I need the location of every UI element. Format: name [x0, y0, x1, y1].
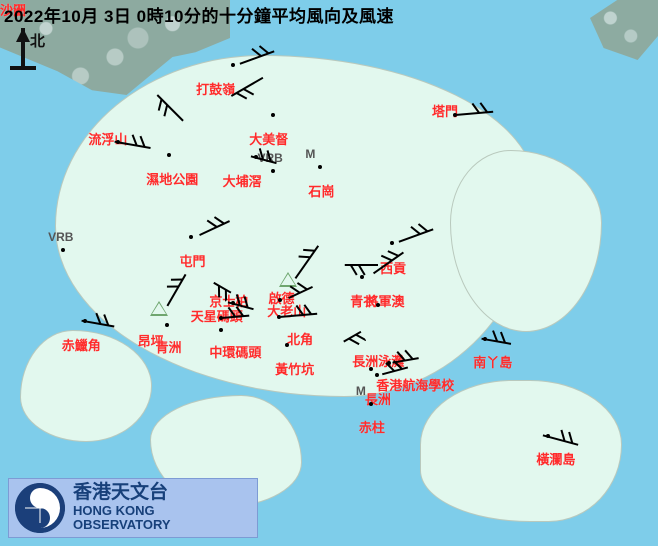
hko-logo-text-block: 香港天文台 HONG KONG OBSERVATORY	[73, 483, 251, 532]
station-marker-21[interactable]	[285, 343, 289, 347]
hko-logo-chinese-name: 香港天文台	[73, 483, 251, 504]
wind-barb-25	[478, 319, 534, 367]
station-label-2: 濕地公園	[146, 169, 198, 188]
station-label-14: 將軍澳	[366, 291, 405, 310]
hko-logo-icon	[15, 483, 65, 533]
m-text-3: M	[305, 147, 315, 161]
station-label-3: 石崗	[308, 181, 334, 200]
station-marker-0[interactable]	[231, 63, 235, 67]
wind-barb-14	[324, 245, 377, 285]
station-label-20: 中環碼頭	[209, 342, 261, 361]
station-label-7: 塔門	[432, 101, 458, 120]
wind-barb-17	[221, 294, 271, 338]
wind-barb-10	[78, 301, 137, 350]
vrb-text-9: VRB	[48, 230, 73, 244]
station-label-21: 黃竹坑	[275, 359, 314, 378]
hko-logo-english-name: HONG KONG OBSERVATORY	[73, 504, 251, 533]
station-marker-14[interactable]	[376, 303, 380, 307]
m-text-27: M	[356, 384, 366, 398]
wind-map-container: 2022年10月 3日 0時10分的十分鐘平均風向及風速 北 打鼓嶺 流浮山 濕地公…	[0, 0, 658, 546]
station-label-27: 赤柱	[359, 417, 385, 436]
map-title: 2022年10月 3日 0時10分的十分鐘平均風向及風速	[4, 2, 394, 27]
station-marker-4[interactable]	[271, 113, 275, 117]
north-label-text: 北	[30, 30, 45, 51]
wind-barb-7	[455, 90, 515, 135]
m-station-marker-27[interactable]	[369, 402, 373, 406]
hko-logo-box: 香港天文台 HONG KONG OBSERVATORY	[8, 478, 258, 538]
station-label-22: 昂坪	[138, 331, 164, 350]
